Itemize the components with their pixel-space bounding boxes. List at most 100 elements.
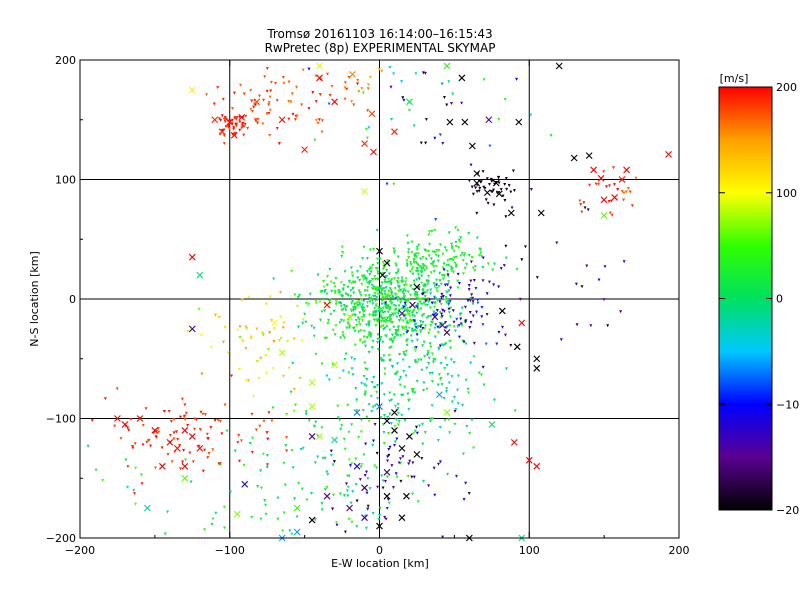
data-point — [469, 296, 473, 300]
data-point — [361, 319, 364, 323]
data-point — [461, 259, 465, 263]
data-point — [406, 299, 410, 303]
data-point — [361, 303, 365, 307]
data-point — [338, 290, 342, 294]
y-tick-label: −200 — [46, 532, 76, 545]
data-point — [325, 374, 329, 378]
data-point — [423, 295, 427, 299]
data-point — [474, 186, 478, 190]
data-point — [332, 493, 336, 497]
data-point — [610, 213, 614, 217]
cross-point — [403, 492, 410, 500]
data-point — [417, 324, 421, 328]
data-point — [405, 320, 409, 324]
data-point — [348, 325, 352, 329]
data-point — [415, 267, 419, 271]
data-point — [238, 115, 242, 119]
data-point — [469, 260, 473, 264]
data-point — [369, 266, 372, 270]
data-point — [383, 290, 387, 294]
cross-point — [308, 516, 316, 524]
data-point — [216, 86, 220, 90]
data-point — [406, 338, 409, 342]
data-point — [437, 254, 440, 258]
data-point — [422, 479, 426, 483]
data-point — [220, 432, 224, 436]
data-point — [432, 260, 436, 264]
data-point — [283, 483, 287, 487]
data-point — [381, 306, 385, 310]
data-point — [281, 326, 285, 330]
data-point — [285, 413, 289, 417]
data-point — [380, 293, 384, 297]
data-point — [452, 256, 456, 260]
data-point — [310, 324, 314, 328]
data-point — [242, 92, 246, 96]
data-point — [217, 315, 221, 319]
data-point — [369, 394, 373, 398]
data-point — [367, 320, 371, 324]
cross-point — [391, 128, 398, 136]
data-point — [419, 257, 423, 261]
data-point — [605, 185, 608, 189]
data-point — [420, 368, 424, 372]
data-point — [170, 460, 174, 464]
colorbar-tick-label: 200 — [776, 81, 797, 94]
data-point — [481, 365, 485, 369]
data-point — [383, 326, 387, 330]
data-point — [374, 309, 378, 313]
data-point — [445, 364, 449, 367]
data-point — [129, 417, 133, 421]
data-point — [429, 320, 433, 324]
data-point — [386, 459, 390, 463]
data-point — [238, 325, 242, 329]
data-point — [350, 308, 354, 312]
data-point — [388, 412, 392, 416]
data-point — [400, 393, 404, 397]
data-point — [414, 72, 418, 76]
data-point — [608, 211, 612, 215]
data-point — [316, 121, 320, 125]
data-point — [467, 288, 471, 292]
data-point — [407, 256, 411, 259]
data-point — [394, 418, 398, 422]
data-point — [419, 320, 423, 324]
cross-point — [188, 325, 196, 333]
data-point — [356, 78, 360, 82]
data-point — [223, 403, 227, 407]
data-point — [464, 378, 468, 382]
data-point — [438, 426, 442, 430]
data-point — [254, 428, 258, 432]
data-point — [456, 374, 460, 378]
data-point — [429, 417, 433, 421]
data-point — [296, 325, 300, 329]
data-point — [384, 286, 388, 290]
data-point — [371, 302, 375, 306]
data-point — [443, 246, 447, 250]
data-point — [445, 103, 449, 107]
data-point — [257, 376, 261, 380]
cross-point — [181, 462, 189, 470]
data-point — [388, 358, 392, 362]
data-point — [479, 373, 483, 377]
data-point — [345, 326, 349, 330]
data-point — [394, 264, 398, 268]
data-point — [385, 324, 389, 328]
cross-point — [323, 301, 331, 309]
data-point — [624, 190, 628, 194]
data-point — [353, 281, 357, 285]
cross-point — [188, 86, 196, 94]
data-point — [431, 263, 435, 267]
data-point — [181, 460, 185, 464]
data-point — [350, 281, 354, 285]
data-point — [380, 287, 384, 291]
data-point — [387, 290, 391, 294]
data-point — [369, 296, 373, 300]
data-point — [260, 486, 264, 490]
data-point — [484, 342, 488, 346]
data-point — [234, 124, 238, 128]
data-point — [417, 243, 421, 247]
data-point — [166, 510, 170, 514]
data-point — [594, 182, 598, 186]
data-point — [453, 422, 457, 426]
